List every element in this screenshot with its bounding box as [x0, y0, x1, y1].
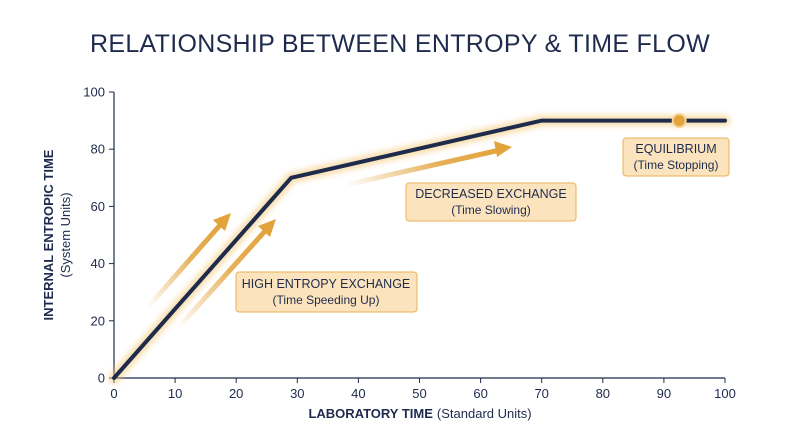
- axis-ticks: 0 10 20 30 40 50 60 70 80 90 100 0 20 40 60 80 100: [83, 85, 736, 402]
- x-tick-label: 100: [714, 386, 736, 401]
- x-tick-label: 30: [290, 386, 304, 401]
- y-tick-label: 20: [91, 313, 105, 328]
- annotation-equilibrium-subtitle: (Time Stopping): [634, 158, 719, 172]
- x-tick-label: 80: [596, 386, 610, 401]
- series-line: [112, 118, 727, 380]
- arrow-rising-1: [145, 213, 231, 310]
- annotation-decreased-subtitle: (Time Slowing): [451, 203, 531, 217]
- x-tick-label: 50: [412, 386, 426, 401]
- x-tick-label: 0: [110, 386, 117, 401]
- y-axis-label: INTERNAL ENTROPIC TIME: [41, 149, 56, 320]
- x-tick-label: 40: [351, 386, 365, 401]
- y-tick-label: 80: [91, 142, 105, 157]
- x-tick-label: 90: [657, 386, 671, 401]
- arrow-decreased: [342, 141, 512, 188]
- annotation-equilibrium-title: EQUILIBRIUM: [635, 142, 716, 156]
- x-tick-label: 10: [168, 386, 182, 401]
- x-tick-label: 70: [534, 386, 548, 401]
- annotation-decreased-title: DECREASED EXCHANGE: [415, 187, 566, 201]
- equilibrium-marker: [671, 113, 687, 129]
- annotation-equilibrium: EQUILIBRIUM (Time Stopping): [622, 137, 730, 177]
- x-axis-label: LABORATORY TIME (Standard Units): [308, 406, 531, 421]
- chart-title: RELATIONSHIP BETWEEN ENTROPY & TIME FLOW: [90, 30, 710, 58]
- x-tick-label: 60: [473, 386, 487, 401]
- y-tick-label: 100: [83, 85, 105, 100]
- annotation-high-entropy-subtitle: (Time Speeding Up): [273, 293, 380, 307]
- x-tick-label: 20: [229, 386, 243, 401]
- y-tick-label: 60: [91, 199, 105, 214]
- y-tick-label: 40: [91, 256, 105, 271]
- y-axis-units: (System Units): [58, 192, 73, 277]
- arrow-rising-2: [175, 219, 276, 331]
- annotation-high-entropy-title: HIGH ENTROPY EXCHANGE: [242, 277, 411, 291]
- annotation-high-entropy: HIGH ENTROPY EXCHANGE (Time Speeding Up): [235, 271, 418, 313]
- annotation-decreased: DECREASED EXCHANGE (Time Slowing): [405, 182, 577, 222]
- y-tick-label: 0: [98, 371, 105, 386]
